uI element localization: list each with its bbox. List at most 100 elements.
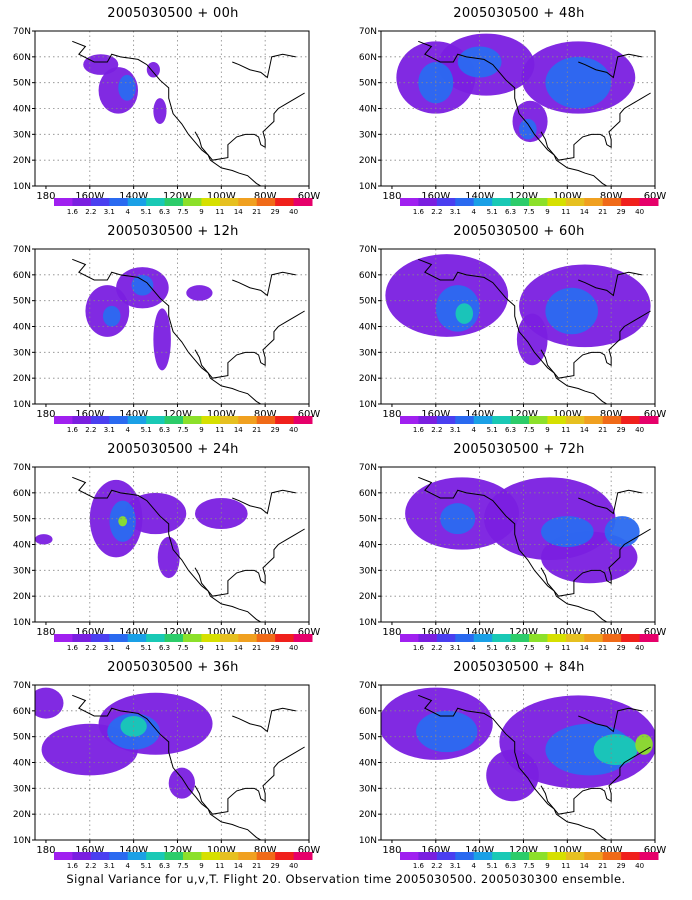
colorbar-label: 11: [215, 208, 224, 216]
colorbar-swatch: [146, 198, 166, 206]
colorbar-label: 3.1: [450, 426, 461, 434]
colorbar-swatch: [639, 198, 659, 206]
colorbar-label: 40: [635, 426, 644, 434]
colorbar-label: 6.3: [159, 644, 170, 652]
variance-contour: [186, 285, 213, 301]
y-tick-label: 70N: [13, 27, 31, 37]
colorbar-label: 40: [289, 426, 298, 434]
colorbar-label: 1.6: [67, 644, 79, 652]
colorbar-swatch: [492, 852, 512, 860]
colorbar-swatch: [547, 416, 567, 424]
panel-title: 2005030500 + 60h: [453, 224, 585, 239]
y-tick-label: 40N: [13, 323, 31, 333]
colorbar-swatch: [473, 634, 493, 642]
colorbar-label: 3.1: [450, 208, 461, 216]
colorbar-label: 29: [617, 644, 626, 652]
x-tick-label: 140W: [465, 627, 494, 638]
variance-contour: [118, 516, 128, 527]
map-panel: 2005030500 + 72h 10N 20N 30N 40N 50N 60N 70N 180…: [346, 436, 692, 654]
colorbar-swatch: [473, 852, 493, 860]
colorbar-swatch: [547, 198, 567, 206]
colorbar-label: 5.1: [141, 426, 152, 434]
y-tick-label: 60N: [13, 53, 31, 63]
colorbar-swatch: [238, 416, 258, 424]
x-tick-label: 180: [36, 409, 55, 420]
colorbar-swatch: [492, 198, 512, 206]
colorbar-swatch: [201, 416, 221, 424]
variance-contour: [545, 287, 599, 335]
x-tick-label: 80W: [600, 627, 623, 638]
y-tick-label: 70N: [359, 245, 377, 255]
y-tick-label: 60N: [359, 53, 377, 63]
x-tick-label: 80W: [254, 409, 277, 420]
colorbar-swatch: [418, 852, 438, 860]
map-panel: 2005030500 + 48h 10N 20N 30N 40N 50N 60N 70N 180…: [346, 0, 692, 218]
colorbar-swatch: [219, 852, 239, 860]
colorbar-swatch: [183, 634, 202, 642]
x-tick-label: 80W: [600, 845, 623, 856]
map-panel: 2005030500 + 24h 10N 20N 30N 40N 50N 60N 70N 180…: [0, 436, 346, 654]
colorbar-swatch: [72, 852, 92, 860]
colorbar-label: 4: [125, 208, 130, 216]
colorbar-swatch: [565, 416, 585, 424]
y-tick-label: 10N: [13, 182, 31, 192]
x-tick-label: 80W: [254, 191, 277, 202]
variance-contour: [545, 56, 612, 109]
y-tick-label: 30N: [359, 130, 377, 140]
colorbar-label: 14: [234, 208, 243, 216]
x-tick-label: 100W: [207, 191, 236, 202]
colorbar-label: 7.5: [177, 644, 188, 652]
y-tick-label: 10N: [359, 182, 377, 192]
variance-contour: [168, 767, 196, 799]
map-plot: 10N 20N 30N 40N 50N 60N 70N 180 160W 140W 120W 100W…: [359, 27, 667, 216]
x-tick-label: 100W: [553, 409, 582, 420]
y-tick-label: 60N: [13, 707, 31, 717]
colorbar-swatch: [238, 852, 258, 860]
y-tick-label: 50N: [13, 79, 31, 89]
colorbar-swatch: [164, 416, 184, 424]
y-tick-label: 30N: [359, 566, 377, 576]
x-tick-label: 60W: [298, 845, 321, 856]
colorbar-swatch: [164, 634, 184, 642]
y-tick-label: 50N: [13, 515, 31, 525]
colorbar-label: 9: [545, 862, 549, 870]
y-tick-label: 30N: [359, 348, 377, 358]
colorbar-swatch: [275, 634, 295, 642]
variance-contour: [416, 710, 478, 753]
colorbar-label: 1.6: [67, 208, 79, 216]
y-tick-label: 60N: [13, 271, 31, 281]
colorbar-label: 7.5: [523, 862, 534, 870]
colorbar-label: 4: [125, 862, 130, 870]
x-tick-label: 120W: [163, 191, 192, 202]
colorbar-swatch: [275, 198, 295, 206]
colorbar-swatch: [400, 634, 419, 642]
colorbar-swatch: [127, 634, 147, 642]
colorbar-swatch: [256, 198, 276, 206]
colorbar-swatch: [54, 852, 73, 860]
colorbar-label: 3.1: [450, 862, 461, 870]
colorbar-label: 2.2: [85, 644, 96, 652]
colorbar-swatch: [510, 416, 530, 424]
x-tick-label: 120W: [163, 627, 192, 638]
y-tick-label: 10N: [13, 400, 31, 410]
colorbar-swatch: [201, 198, 221, 206]
variance-contour: [124, 492, 187, 535]
colorbar-label: 7.5: [177, 426, 188, 434]
colorbar-swatch: [639, 852, 659, 860]
colorbar-swatch: [238, 198, 258, 206]
colorbar-swatch: [529, 634, 548, 642]
y-tick-label: 30N: [13, 348, 31, 358]
x-tick-label: 80W: [600, 191, 623, 202]
x-tick-label: 140W: [465, 191, 494, 202]
colorbar-swatch: [54, 416, 73, 424]
variance-contour: [486, 749, 539, 802]
y-tick-label: 70N: [13, 681, 31, 691]
colorbar-swatch: [109, 634, 129, 642]
colorbar-swatch: [529, 852, 548, 860]
colorbar-label: 14: [580, 426, 589, 434]
colorbar-swatch: [219, 634, 239, 642]
y-tick-label: 30N: [13, 566, 31, 576]
colorbar-swatch: [547, 852, 567, 860]
colorbar-label: 3.1: [104, 862, 115, 870]
y-tick-label: 60N: [13, 489, 31, 499]
